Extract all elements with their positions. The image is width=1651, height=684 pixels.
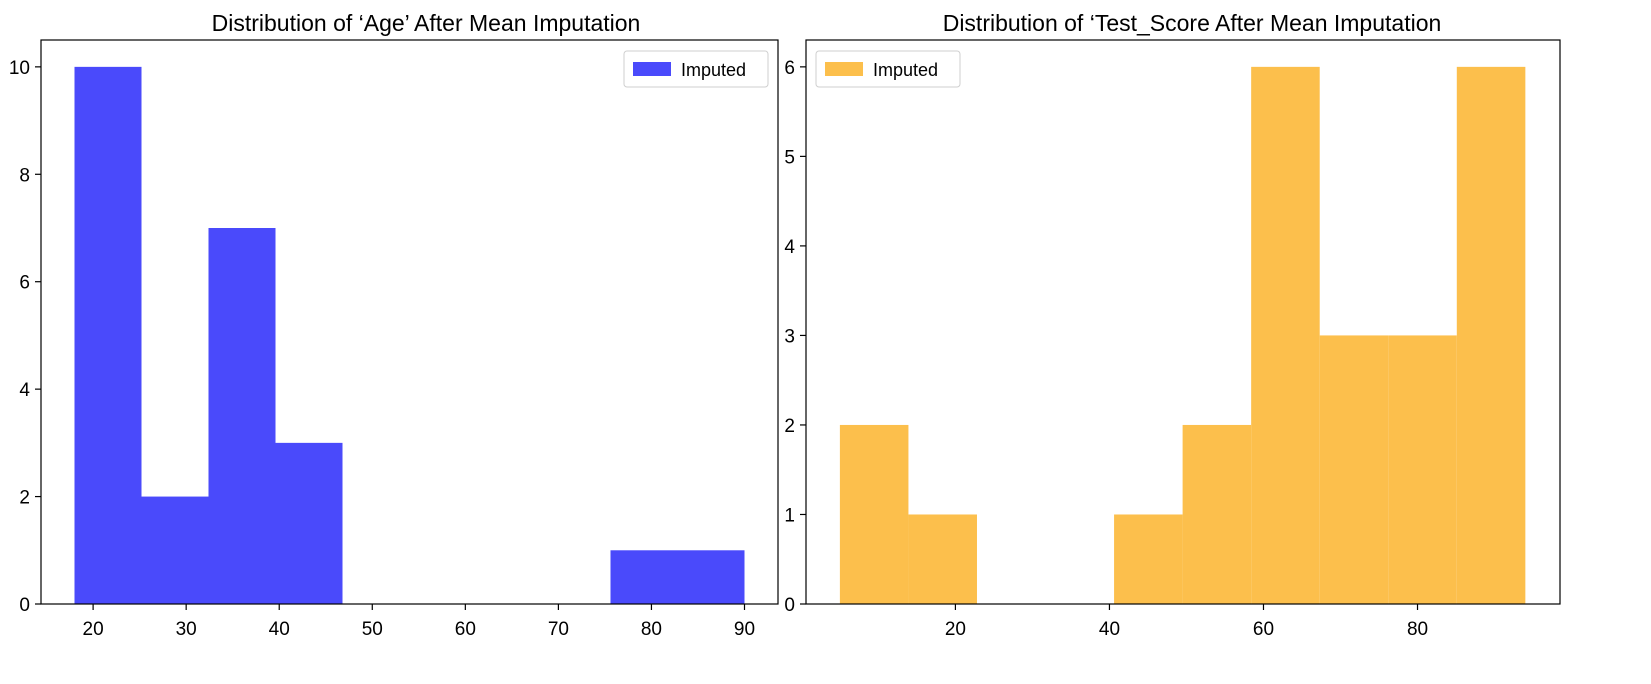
age-y-tick-label: 4	[19, 380, 30, 401]
age-y-tick-label: 0	[19, 595, 30, 616]
age-legend-box	[623, 50, 769, 88]
test-score-legend-swatch	[825, 62, 863, 76]
test-score-x-axis: 20 40 60 80	[945, 604, 1428, 640]
test-score-legend-box	[815, 50, 961, 88]
test-score-y-tick-label: 6	[784, 58, 795, 79]
age-y-axis: 0 2 4 6 8 10	[9, 58, 41, 616]
age-x-tick-label: 90	[734, 619, 755, 640]
test-score-bar-9	[1456, 66, 1526, 605]
test-score-legend: Imputed	[815, 50, 961, 88]
test-score-x-tick-label: 80	[1407, 619, 1428, 640]
test-score-bar-1	[908, 514, 977, 604]
age-bar-3	[275, 442, 343, 604]
test-score-y-axis: 0 1 2 3 4 5 6	[784, 58, 806, 616]
test-score-bar-4	[1114, 514, 1183, 604]
age-x-tick-label: 60	[455, 619, 476, 640]
test-score-bar-0	[839, 424, 909, 604]
age-bar-9	[677, 550, 745, 604]
test-score-legend-label: Imputed	[873, 60, 938, 80]
test-score-histogram-chart: Distribution of ‘Test_Score After Mean I…	[784, 10, 1561, 640]
test-score-y-tick-label: 4	[784, 237, 795, 258]
age-histogram-chart: Distribution of ‘Age’ After Mean Imputat…	[9, 10, 779, 640]
test-score-bar-8	[1388, 335, 1457, 604]
age-x-tick-label: 50	[362, 619, 383, 640]
age-bar-1	[141, 496, 209, 604]
age-bar-2	[208, 228, 276, 604]
age-legend: Imputed	[623, 50, 769, 88]
test-score-y-tick-label: 5	[784, 147, 795, 168]
test-score-x-tick-label: 60	[1253, 619, 1274, 640]
test-score-y-tick-label: 1	[784, 505, 795, 526]
test-score-y-tick-label: 3	[784, 326, 795, 347]
age-bars	[74, 66, 745, 605]
test-score-y-tick-label: 0	[784, 595, 795, 616]
test-score-bars	[839, 66, 1526, 605]
test-score-x-tick-label: 20	[945, 619, 966, 640]
test-score-chart-title: Distribution of ‘Test_Score After Mean I…	[943, 10, 1442, 36]
age-x-tick-label: 20	[83, 619, 104, 640]
age-x-tick-label: 70	[548, 619, 569, 640]
age-y-tick-label: 2	[19, 488, 30, 509]
age-x-axis: 20 30 40 50 60 70 80 90	[83, 604, 755, 640]
test-score-bar-7	[1319, 335, 1389, 604]
age-x-tick-label: 80	[641, 619, 662, 640]
age-bar-0	[74, 66, 142, 605]
age-legend-swatch	[633, 62, 671, 76]
age-x-tick-label: 40	[269, 619, 290, 640]
test-score-x-tick-label: 40	[1099, 619, 1120, 640]
age-legend-label: Imputed	[681, 60, 746, 80]
age-plot-frame	[40, 39, 779, 605]
age-y-tick-label: 6	[19, 273, 30, 294]
age-bar-8	[610, 550, 678, 604]
test-score-plot-frame	[805, 39, 1561, 605]
age-y-tick-label: 8	[19, 165, 30, 186]
test-score-y-tick-label: 2	[784, 416, 795, 437]
test-score-bar-5	[1182, 424, 1252, 604]
test-score-bar-6	[1251, 66, 1320, 605]
age-chart-title: Distribution of ‘Age’ After Mean Imputat…	[212, 10, 641, 36]
age-x-tick-label: 30	[176, 619, 197, 640]
age-y-tick-label: 10	[9, 58, 30, 79]
